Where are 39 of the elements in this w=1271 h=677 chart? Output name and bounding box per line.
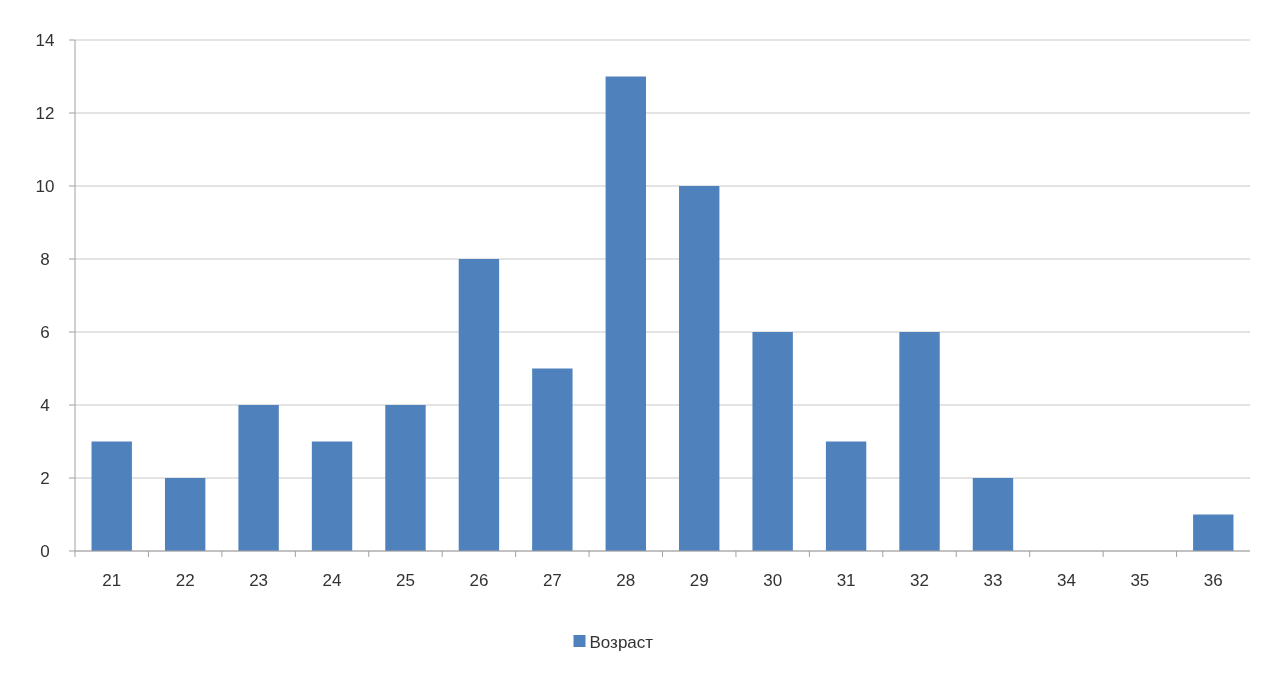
x-tick-label: 30 (763, 571, 783, 590)
y-tick-label: 2 (40, 468, 50, 488)
y-tick-label: 4 (40, 395, 50, 415)
bar (825, 441, 867, 551)
bar (164, 478, 206, 551)
y-tick-label: 14 (35, 30, 55, 50)
bar (385, 405, 426, 551)
x-tick-label: 32 (910, 571, 929, 590)
x-tick-label: 22 (175, 571, 195, 590)
x-tick-label: 27 (542, 571, 562, 590)
x-tick-label: 33 (983, 571, 1003, 590)
bar (752, 332, 793, 551)
bar (972, 478, 1014, 551)
bar (311, 441, 353, 551)
bar (532, 368, 573, 551)
x-tick-label: 21 (102, 571, 122, 590)
bar (605, 76, 646, 551)
bar (679, 186, 720, 551)
x-tick-label: 29 (689, 571, 709, 590)
bar (91, 441, 132, 551)
y-tick-label: 6 (40, 322, 50, 342)
bar (1193, 514, 1234, 551)
legend-label: Возраст (589, 632, 654, 652)
x-tick-label: 31 (836, 571, 856, 590)
y-tick-label: 12 (35, 103, 55, 123)
x-tick-label: 23 (249, 571, 269, 590)
y-tick-label: 8 (40, 249, 50, 269)
x-tick-label: 36 (1203, 571, 1223, 590)
bar (458, 259, 500, 551)
y-tick-label: 0 (40, 541, 50, 561)
x-tick-label: 25 (396, 571, 415, 590)
x-tick-label: 28 (616, 571, 636, 590)
x-tick-label: 34 (1056, 571, 1076, 590)
bar (899, 332, 940, 551)
y-tick-label: 10 (35, 176, 55, 196)
x-tick-label: 24 (322, 571, 342, 590)
x-tick-label: 26 (469, 571, 489, 590)
x-tick-label: 35 (1130, 571, 1150, 590)
bar (238, 405, 279, 551)
